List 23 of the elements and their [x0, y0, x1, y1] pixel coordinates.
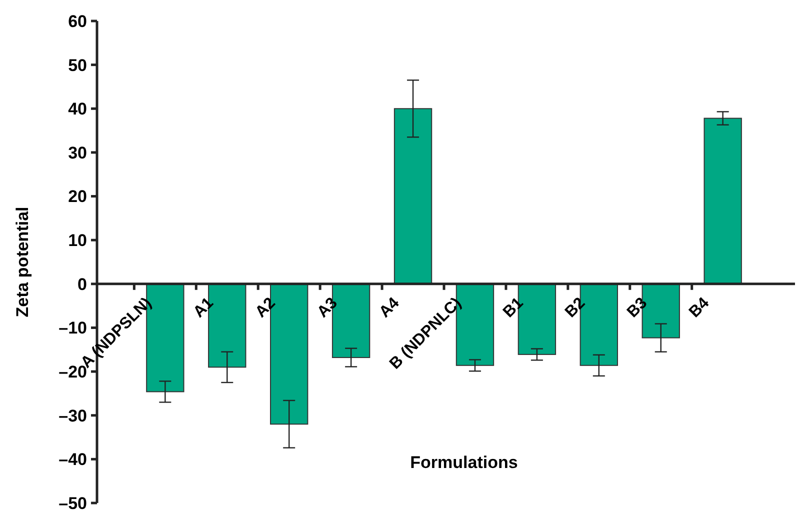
y-tick-label: –40 — [58, 450, 87, 470]
x-tick-label: B4 — [686, 294, 713, 322]
y-tick-label: 40 — [68, 100, 87, 119]
bar — [704, 118, 742, 284]
y-tick-label: –30 — [58, 406, 87, 426]
y-tick-label: 10 — [68, 231, 87, 250]
x-tick-label: A4 — [376, 294, 403, 322]
y-tick-label: 60 — [68, 12, 87, 31]
x-tick-label: B2 — [562, 294, 589, 322]
x-tick-label: A3 — [314, 294, 341, 322]
y-tick-label: 0 — [78, 274, 87, 294]
x-tick-label: B1 — [500, 294, 527, 322]
y-tick-label: –10 — [58, 318, 87, 338]
x-axis-title: Formulations — [410, 452, 518, 472]
y-tick-label: 30 — [68, 143, 87, 162]
x-tick-label: A1 — [190, 294, 217, 322]
y-tick-label: –50 — [58, 494, 87, 511]
y-axis-title: Zeta potential — [13, 206, 32, 318]
x-tick-label: A2 — [252, 294, 279, 322]
y-tick-label: 50 — [68, 56, 87, 75]
y-tick-label: 20 — [68, 187, 87, 206]
bar — [394, 108, 432, 284]
x-tick-label: B3 — [624, 294, 651, 322]
